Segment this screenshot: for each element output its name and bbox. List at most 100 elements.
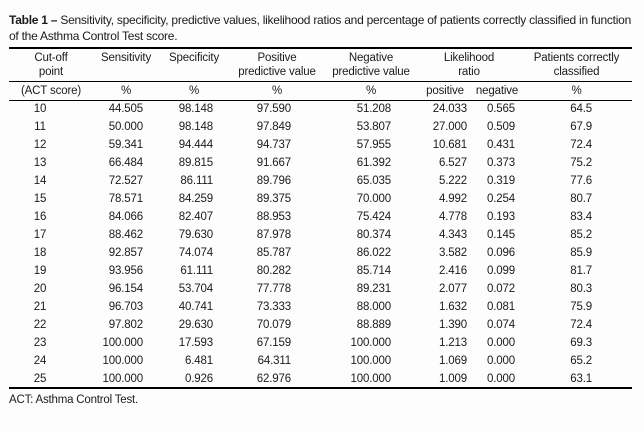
table-row: 20 96.154 53.704 77.778 89.231 2.077 0.0… — [9, 280, 632, 298]
cell-positive-predictive-value: 87.978 — [256, 229, 291, 241]
cell-specificity: 86.111 — [180, 175, 213, 187]
cell-patients-correctly-classified: 77.6 — [570, 175, 593, 187]
cell-negative-predictive-value: 51.208 — [356, 103, 391, 116]
cell-negative-predictive-value: 70.000 — [356, 193, 391, 205]
cell-cutoff-score: 18 — [33, 247, 47, 259]
cell-patients-correctly-classified: 75.2 — [570, 157, 593, 169]
cell-cutoff-score: 24 — [33, 355, 47, 367]
cell-specificity: 74.074 — [178, 247, 213, 259]
act-results-table: Cut-off point Sensitivity Specificity Po… — [9, 47, 633, 389]
cell-patients-correctly-classified: 65.2 — [570, 355, 593, 367]
cell-positive-predictive-value: 94.737 — [256, 139, 291, 151]
cell-likelihood-negative: 0.193 — [486, 211, 516, 223]
table-row: 13 66.484 89.815 91.667 61.392 6.527 0.3… — [9, 154, 632, 172]
cell-positive-predictive-value: 85.787 — [256, 247, 291, 259]
cell-positive-predictive-value: 88.953 — [256, 211, 291, 223]
cell-sensitivity: 66.484 — [108, 157, 143, 169]
cell-patients-correctly-classified: 81.7 — [570, 265, 593, 277]
cell-cutoff-score: 14 — [33, 175, 47, 187]
col-header-likelihood-ratio: Likelihood ratio — [417, 48, 522, 82]
cell-negative-predictive-value: 80.374 — [356, 229, 391, 241]
cell-specificity: 6.481 — [184, 355, 213, 367]
subheader-patients-pct: % — [521, 81, 633, 101]
cell-likelihood-negative: 0.000 — [486, 372, 516, 385]
table-row: 10 44.505 98.148 97.590 51.208 24.033 0.… — [9, 100, 632, 118]
table-row: 17 88.462 79.630 87.978 80.374 4.343 0.1… — [9, 226, 632, 244]
cell-sensitivity: 100.000 — [102, 372, 143, 385]
cell-negative-predictive-value: 53.807 — [356, 121, 391, 133]
subheader-ppv-pct: % — [229, 81, 325, 101]
cell-cutoff-score: 20 — [33, 283, 47, 295]
cell-likelihood-negative: 0.099 — [486, 265, 516, 277]
cell-likelihood-positive: 27.000 — [432, 121, 467, 133]
cell-negative-predictive-value: 100.000 — [350, 337, 391, 349]
cell-patients-correctly-classified: 72.4 — [570, 319, 593, 331]
cell-likelihood-positive: 4.778 — [438, 211, 467, 223]
cell-likelihood-negative: 0.431 — [486, 139, 516, 151]
table-row: 24 100.000 6.481 64.311 100.000 1.069 0.… — [9, 352, 632, 370]
cell-likelihood-negative: 0.565 — [486, 103, 516, 116]
cell-cutoff-score: 10 — [33, 103, 47, 116]
cell-positive-predictive-value: 64.311 — [257, 355, 292, 367]
subheader-sensitivity-pct: % — [93, 81, 159, 101]
cell-negative-predictive-value: 65.035 — [356, 175, 391, 187]
cell-specificity: 98.148 — [178, 103, 213, 116]
cell-cutoff-score: 12 — [33, 139, 47, 151]
cell-patients-correctly-classified: 64.5 — [570, 103, 593, 116]
subheader-act-score: (ACT score) — [9, 81, 93, 101]
cell-specificity: 61.111 — [180, 265, 213, 277]
col-header-specificity: Specificity — [159, 48, 229, 82]
cell-negative-predictive-value: 75.424 — [356, 211, 391, 223]
table-row: 14 72.527 86.111 89.796 65.035 5.222 0.3… — [9, 172, 632, 190]
cell-sensitivity: 100.000 — [102, 337, 143, 349]
cell-specificity: 40.741 — [178, 301, 213, 313]
col-header-patients-classified: Patients correctly classified — [521, 48, 633, 82]
cell-sensitivity: 50.000 — [108, 121, 143, 133]
cell-likelihood-positive: 5.222 — [438, 175, 467, 187]
cell-specificity: 29.630 — [178, 319, 213, 331]
cell-specificity: 84.259 — [178, 193, 213, 205]
cell-negative-predictive-value: 85.714 — [356, 265, 391, 277]
table-row: 15 78.571 84.259 89.375 70.000 4.992 0.2… — [9, 190, 632, 208]
cell-positive-predictive-value: 77.778 — [256, 283, 291, 295]
table-row: 11 50.000 98.148 97.849 53.807 27.000 0.… — [9, 118, 632, 136]
cell-likelihood-negative: 0.145 — [486, 229, 516, 241]
cell-likelihood-positive: 1.213 — [438, 337, 467, 349]
table-row: 19 93.956 61.111 80.282 85.714 2.416 0.0… — [9, 262, 632, 280]
cell-likelihood-negative: 0.000 — [486, 355, 516, 367]
cell-likelihood-negative: 0.072 — [486, 283, 516, 295]
cell-likelihood-negative: 0.074 — [486, 319, 516, 331]
cell-patients-correctly-classified: 80.7 — [570, 193, 593, 205]
cell-likelihood-negative: 0.373 — [486, 157, 516, 169]
header-row-units: (ACT score) % % % % positive negative % — [9, 81, 633, 101]
cell-likelihood-negative: 0.096 — [486, 247, 516, 259]
cell-negative-predictive-value: 100.000 — [350, 372, 391, 385]
col-header-npv: Negative predictive value — [325, 48, 417, 82]
table-row: 25 100.000 0.926 62.976 100.000 1.009 0.… — [9, 370, 632, 388]
cell-likelihood-positive: 1.009 — [438, 372, 467, 385]
cell-likelihood-positive: 10.681 — [432, 139, 467, 151]
cell-positive-predictive-value: 73.333 — [256, 301, 291, 313]
subheader-npv-pct: % — [325, 81, 417, 101]
cell-patients-correctly-classified: 80.3 — [570, 283, 593, 295]
cell-likelihood-positive: 1.069 — [438, 355, 467, 367]
table-footnote: ACT: Asthma Control Test. — [9, 394, 139, 406]
table-row: 23 100.000 17.593 67.159 100.000 1.213 0… — [9, 334, 632, 352]
cell-specificity: 89.815 — [178, 157, 213, 169]
cell-sensitivity: 44.505 — [108, 103, 143, 116]
cell-negative-predictive-value: 88.889 — [356, 319, 391, 331]
cell-sensitivity: 97.802 — [108, 319, 143, 331]
cell-specificity: 94.444 — [178, 139, 213, 151]
cell-patients-correctly-classified: 85.9 — [570, 247, 593, 259]
cell-specificity: 82.407 — [178, 211, 213, 223]
cell-cutoff-score: 11 — [34, 121, 46, 133]
cell-negative-predictive-value: 89.231 — [356, 283, 391, 295]
cell-sensitivity: 88.462 — [108, 229, 143, 241]
cell-specificity: 17.593 — [178, 337, 213, 349]
cell-specificity: 0.926 — [184, 372, 213, 385]
cell-patients-correctly-classified: 69.3 — [570, 337, 593, 349]
header-row-main: Cut-off point Sensitivity Specificity Po… — [9, 48, 633, 82]
cell-patients-correctly-classified: 83.4 — [570, 211, 593, 223]
cell-positive-predictive-value: 89.796 — [256, 175, 291, 187]
